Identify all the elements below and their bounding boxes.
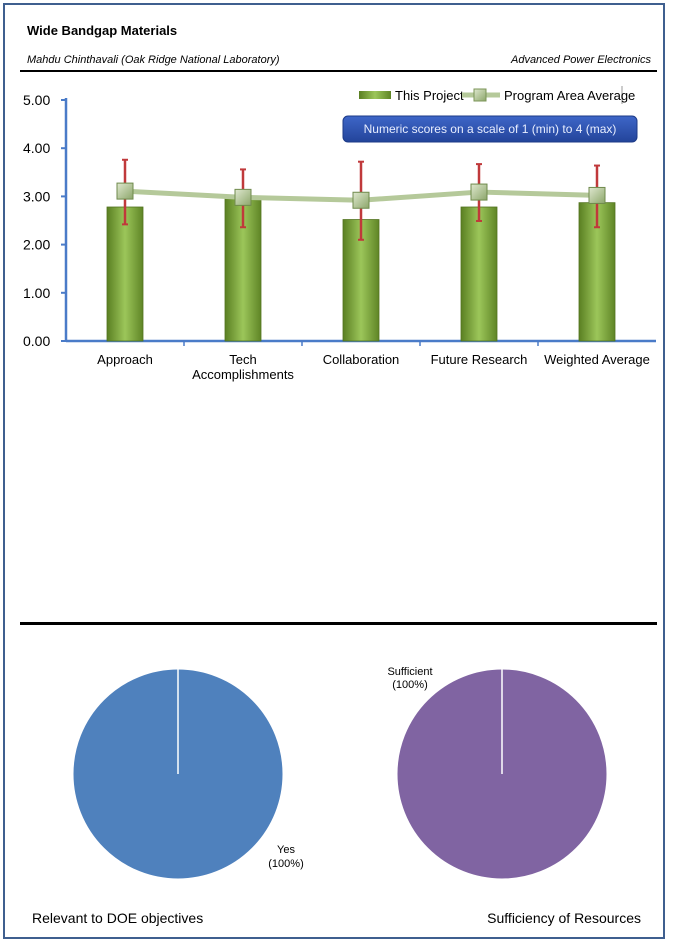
- program-average-point: [352, 191, 370, 209]
- program-average-point: [116, 182, 134, 200]
- bar-this-project: [224, 195, 262, 342]
- pie-title-resources: Sufficiency of Resources: [487, 910, 641, 926]
- score-scale-note: Numeric scores on a scale of 1 (min) to …: [342, 115, 638, 143]
- x-category-label: Approach: [97, 352, 153, 367]
- legend-label-program-average: Program Area Average: [504, 88, 635, 103]
- program-average-line: [116, 182, 606, 209]
- y-tick-label: 5.00: [23, 92, 50, 108]
- y-tick-label: 3.00: [23, 188, 50, 204]
- pie-label-yes: Yes: [277, 844, 295, 856]
- y-tick-label: 2.00: [23, 237, 50, 253]
- y-tick-label: 4.00: [23, 140, 50, 156]
- note-text: Numeric scores on a scale of 1 (min) to …: [364, 122, 617, 136]
- y-tick-label: 0.00: [23, 333, 50, 349]
- section-divider: [20, 622, 657, 625]
- legend-marker-program-average: [473, 88, 487, 102]
- legend-label-this-project: This Project: [395, 88, 464, 103]
- header-divider: [20, 70, 657, 72]
- program-label: Advanced Power Electronics: [510, 54, 651, 66]
- x-category-label: Tech: [229, 352, 256, 367]
- page-frame: [3, 3, 665, 939]
- bar-chart: 0.00 1.00 2.00 3.00 4.00 5.00 Approach TechAcc…: [23, 84, 656, 382]
- program-average-point: [234, 188, 252, 206]
- bar-this-project: [106, 206, 144, 342]
- pie-percent-yes: (100%): [268, 858, 303, 870]
- bar-this-project: [460, 206, 498, 342]
- page-title: Wide Bandgap Materials: [27, 23, 178, 38]
- bar-this-project: [342, 219, 380, 342]
- x-category-label: Future Research: [431, 352, 528, 367]
- note-box: [342, 115, 638, 143]
- pie-title-relevance: Relevant to DOE objectives: [32, 910, 203, 926]
- pie-label-sufficient: Sufficient: [387, 666, 432, 678]
- x-category-label: Weighted Average: [544, 352, 650, 367]
- program-average-point: [588, 186, 606, 204]
- x-category-label: Accomplishments: [192, 367, 294, 382]
- author-label: Mahdu Chinthavali (Oak Ridge National La…: [27, 54, 280, 66]
- bars: [106, 195, 616, 342]
- legend-swatch-this-project: [359, 91, 391, 99]
- y-axis: 0.00 1.00 2.00 3.00 4.00 5.00: [23, 92, 656, 349]
- x-category-label: Collaboration: [323, 352, 400, 367]
- pie-percent-sufficient: (100%): [392, 679, 427, 691]
- pie-resources: Sufficient (100%) Sufficiency of Resourc…: [387, 666, 641, 926]
- y-tick-label: 1.00: [23, 285, 50, 301]
- pie-relevance: Yes (100%) Relevant to DOE objectives: [32, 668, 304, 926]
- program-average-point: [470, 183, 488, 201]
- legend: This Project Program Area Average: [355, 84, 635, 106]
